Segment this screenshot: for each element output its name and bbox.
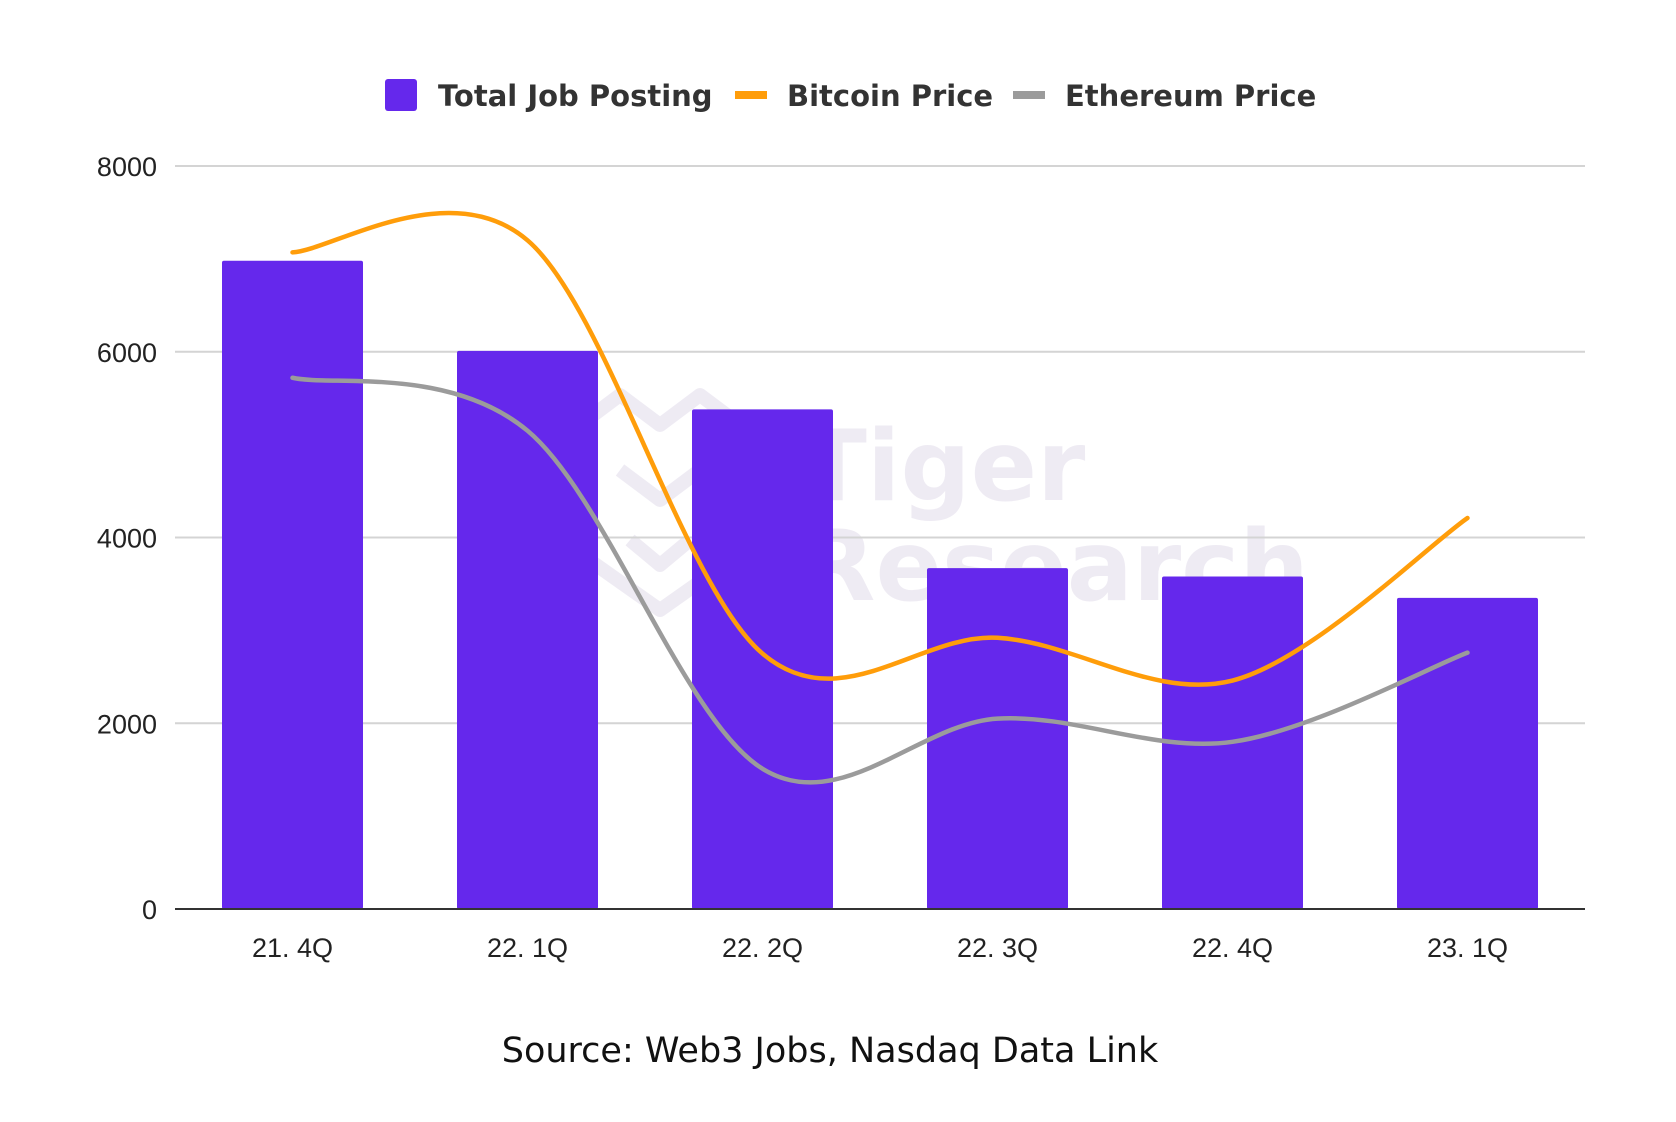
legend-label-ethereum-price: Ethereum Price: [1065, 79, 1316, 113]
x-tick-label: 21. 4Q: [252, 933, 333, 963]
x-tick-label: 22. 3Q: [957, 933, 1038, 963]
x-tick-labels: 21. 4Q 22. 1Q 22. 2Q 22. 3Q 22. 4Q 23. 1Q: [252, 933, 1508, 963]
legend-label-bitcoin-price: Bitcoin Price: [787, 79, 993, 113]
series-line-bitcoin-price: [290, 210, 1470, 687]
y-tick-label: 6000: [97, 338, 157, 368]
bar: [1397, 597, 1538, 909]
legend-swatch-ethereum-price: [1013, 91, 1045, 99]
y-tick-label: 2000: [97, 709, 157, 739]
series-line-ethereum-price: [290, 375, 1470, 785]
gridlines: [175, 165, 1585, 725]
bar: [927, 568, 1068, 909]
bar: [457, 350, 598, 909]
bar: [692, 409, 833, 909]
bar: [222, 260, 363, 909]
x-tick-label: 22. 2Q: [722, 933, 803, 963]
y-tick-label: 4000: [97, 524, 157, 554]
legend-label-total-job-posting: Total Job Posting: [438, 79, 713, 113]
y-tick-label: 0: [142, 895, 157, 925]
y-tick-label: 8000: [97, 152, 157, 182]
legend-swatch-bitcoin-price: [735, 91, 767, 99]
watermark-line-1: Tiger: [800, 410, 1086, 524]
y-tick-labels: 0 2000 4000 6000 8000: [97, 152, 157, 925]
legend: Total Job Posting Bitcoin Price Ethereum…: [385, 79, 1316, 113]
x-tick-label: 23. 1Q: [1427, 933, 1508, 963]
bars: [222, 260, 1538, 909]
source-caption: Source: Web3 Jobs, Nasdaq Data Link: [502, 1031, 1159, 1071]
legend-swatch-total-job-posting: [385, 79, 417, 111]
x-tick-label: 22. 1Q: [487, 933, 568, 963]
x-tick-label: 22. 4Q: [1192, 933, 1273, 963]
series-lines: [290, 210, 1470, 785]
